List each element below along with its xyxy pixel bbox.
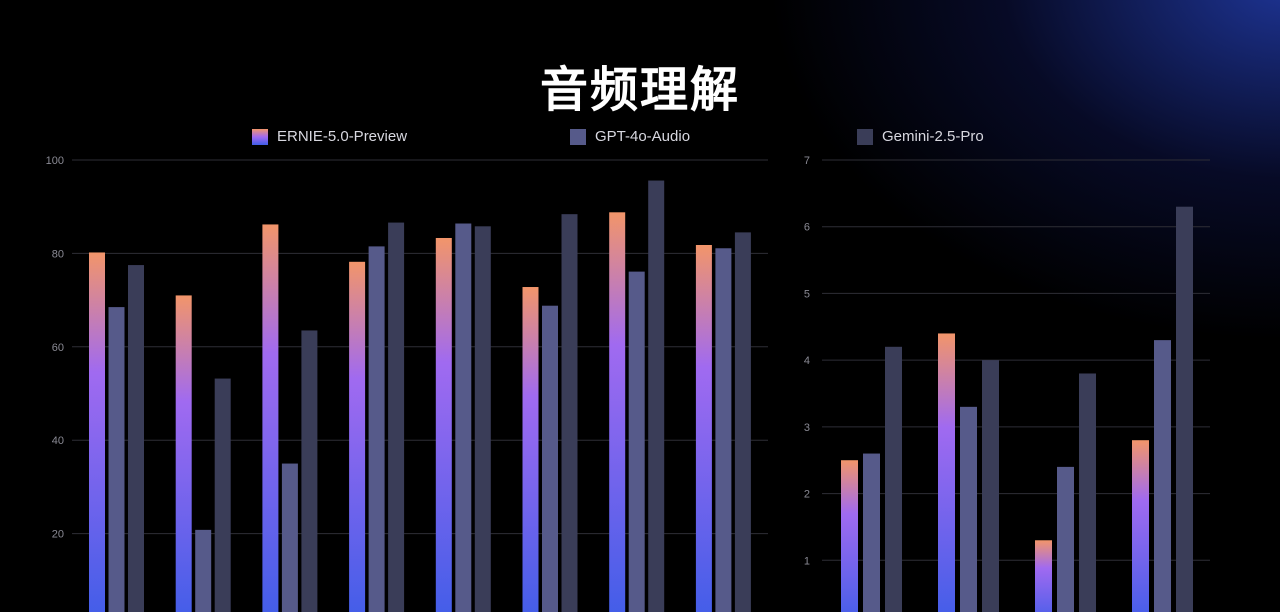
chart2-bar-gemini-3 [1079, 373, 1096, 612]
chart1-ytick-label: 20 [52, 529, 64, 541]
chart2-ytick-label: 3 [804, 422, 810, 434]
legend-swatch-gemini [857, 128, 873, 145]
chart1-bar-gpt4o-2 [195, 529, 212, 612]
chart2-ytick-label: 5 [804, 288, 810, 300]
chart2-bar-gpt4o-1 [863, 453, 880, 612]
legend-item-gemini: Gemini-2.5-Pro [857, 128, 984, 145]
chart1-bar-gemini-1 [128, 265, 144, 612]
chart2-bar-gemini-1 [885, 346, 902, 612]
chart1-bar-ernie-4 [349, 261, 366, 612]
chart1-bar-gpt4o-3 [281, 463, 298, 612]
chart1-bar-ernie-6 [522, 287, 539, 612]
chart2-ytick-label: 2 [804, 489, 810, 501]
chart1-bar-gpt4o-1 [108, 307, 125, 612]
chart1-ytick-label: 100 [46, 155, 64, 167]
chart1-bar-gemini-3 [301, 330, 318, 612]
page-title: 音频理解 [539, 62, 740, 118]
chart1-bar-gemini-7 [648, 180, 665, 612]
legend-swatch-gpt4o [570, 128, 586, 145]
chart1-bar-gpt4o-5 [455, 223, 472, 612]
legend-item-ernie: ERNIE-5.0-Preview [252, 128, 407, 145]
chart1-bar-ernie-2 [175, 295, 192, 612]
chart1-bar-ernie-7 [609, 212, 626, 612]
chart1-ytick-label: 60 [52, 342, 64, 354]
chart2-bar-gpt4o-2 [960, 406, 977, 612]
legend-item-gpt4o: GPT-4o-Audio [570, 128, 690, 145]
chart2-ytick-label: 4 [804, 355, 810, 367]
chart2-bar-gpt4o-3 [1057, 466, 1074, 612]
chart2-bar-ernie-3 [1035, 540, 1052, 612]
chart1-ytick-label: 80 [52, 248, 64, 260]
chart1-bar-gemini-2 [214, 378, 231, 612]
chart2-bar-ernie-4 [1132, 440, 1149, 612]
chart2-ytick-label: 7 [804, 155, 810, 167]
chart2-ytick-label: 6 [804, 222, 810, 234]
chart1-bar-ernie-1 [89, 252, 105, 612]
chart2-ytick-label: 1 [804, 555, 810, 567]
chart1-bar-gemini-4 [388, 222, 405, 612]
chart1-bar-ernie-5 [435, 237, 452, 612]
chart2-bar-gpt4o-4 [1154, 340, 1171, 612]
chart1-ytick-label: 40 [52, 435, 64, 447]
legend-swatch-ernie [252, 128, 268, 145]
legend: ERNIE-5.0-Preview GPT-4o-Audio Gemini-2.… [0, 128, 1280, 148]
chart1-bar-ernie-8 [695, 244, 712, 612]
chart1-bar-gemini-6 [561, 214, 578, 612]
chart1-bar-gpt4o-4 [368, 246, 385, 612]
legend-label-ernie: ERNIE-5.0-Preview [277, 128, 408, 145]
chart2-bar-gemini-4 [1176, 206, 1193, 612]
chart1-bar-gpt4o-8 [715, 248, 732, 612]
chart1-bar-gpt4o-7 [628, 271, 645, 612]
chart1-bar-gemini-8 [734, 232, 751, 612]
chart2-bar-ernie-1 [841, 460, 858, 612]
legend-label-gemini: Gemini-2.5-Pro [882, 128, 984, 145]
chart1-bar-ernie-3 [262, 224, 279, 612]
chart1-bar-gemini-5 [474, 226, 491, 612]
chart1-bar-gpt4o-6 [542, 305, 558, 612]
chart2-bar-ernie-2 [938, 333, 955, 612]
chart2-bar-gemini-2 [982, 360, 999, 612]
legend-label-gpt4o: GPT-4o-Audio [595, 128, 691, 145]
